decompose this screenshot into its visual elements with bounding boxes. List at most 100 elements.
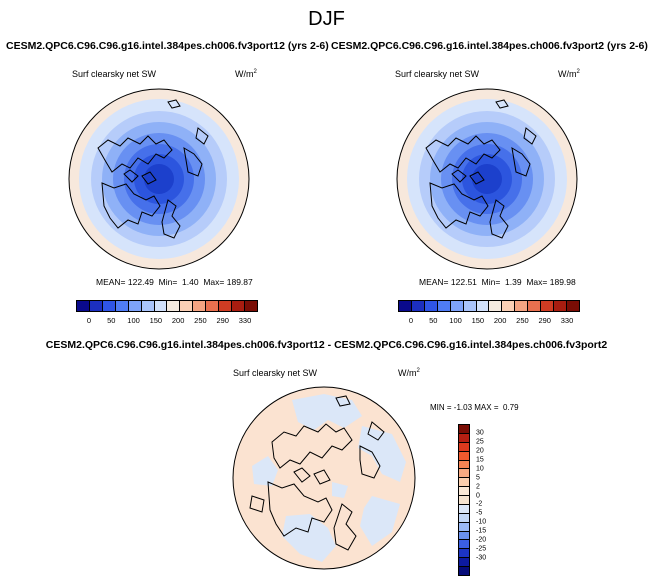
colorbar-swatch [459,558,469,567]
colorbar-tick-label: 0 [476,492,480,500]
colorbar-tick-label: -5 [476,509,483,517]
colorbar-swatch [141,301,155,311]
stats-right: MEAN= 122.51 Min= 1.39 Max= 189.98 [419,277,576,287]
colorbar-swatch [459,487,469,496]
colorbar-tick-label: 100 [127,316,140,325]
colorbar-right [398,300,580,312]
colorbar-swatch [528,301,542,311]
variable-label-right: Surf clearsky net SW [395,69,480,79]
colorbar-swatch [541,301,555,311]
units-label-left: W/m2 [235,69,257,79]
colorbar-swatch [180,301,194,311]
colorbar-swatch [459,460,469,470]
colorbar-tick-label: -30 [476,554,487,562]
colorbar-swatch [206,301,220,311]
map-left-border [68,88,250,270]
colorbar-tick-label: 30 [476,429,484,437]
colorbar-left [76,300,258,312]
panel-title-right: CESM2.QPC6.C96.C96.g16.intel.384pes.ch00… [331,40,648,52]
map-right-coastlines [425,99,537,239]
colorbar-tick-label: -15 [476,527,487,535]
colorbar-swatch [244,301,257,311]
page-title: DJF [308,8,345,30]
colorbar-tick-label: 200 [171,316,185,325]
diff-units-label: W/m2 [398,368,420,378]
panel-title-left: CESM2.QPC6.C96.C96.g16.intel.384pes.ch00… [6,40,329,52]
colorbar-swatch [102,301,116,311]
colorbar-tick-label: 5 [476,474,480,482]
colorbar-tick-label: 50 [107,316,116,325]
colorbar-left-ticks: 0 50 100 150 200 250 290 330 [76,316,258,326]
colorbar-tick-label: 290 [538,316,551,325]
colorbar-swatch [128,301,142,311]
units-label-right: W/m2 [558,69,580,79]
colorbar-swatch [459,496,469,505]
colorbar-swatch [115,301,129,311]
diff-panel-title: CESM2.QPC6.C96.C96.g16.intel.384pes.ch00… [45,339,608,351]
colorbar-swatch [459,442,469,452]
map-left [68,88,250,270]
map-diff-negative-areas [252,394,406,562]
colorbar-tick-label: 10 [476,465,484,473]
colorbar-swatch [463,301,477,311]
colorbar-tick-label: 150 [471,316,485,325]
colorbar-swatch [554,301,567,311]
colorbar-swatch [399,301,412,311]
map-diff-border [232,386,416,570]
map-left-rings [69,89,249,269]
colorbar-tick-label: -25 [476,545,487,553]
map-diff-coastlines [249,395,385,551]
colorbar-swatch [459,522,469,532]
diff-colorbar [458,424,470,576]
colorbar-tick-label: 25 [476,438,484,446]
diff-stats: MIN = -1.03 MAX = 0.79 [430,403,519,412]
colorbar-tick-label: 250 [516,316,529,325]
colorbar-swatch [232,301,245,311]
map-left-coastlines [97,99,209,239]
colorbar-swatch [219,301,233,311]
colorbar-swatch [424,301,438,311]
colorbar-tick-label: 0 [408,316,414,325]
colorbar-tick-label: 330 [560,316,574,325]
colorbar-tick-label: 50 [429,316,438,325]
colorbar-tick-label: 0 [86,316,92,325]
colorbar-tick-label: -20 [476,536,487,544]
colorbar-swatch [459,549,469,559]
colorbar-tick-label: 100 [449,316,462,325]
diff-variable-label: Surf clearsky net SW [233,368,318,378]
colorbar-tick-label: 200 [493,316,507,325]
colorbar-swatch [459,478,469,488]
colorbar-swatch [502,301,516,311]
colorbar-tick-label: 15 [476,456,484,464]
colorbar-swatch [459,567,469,575]
colorbar-swatch [193,301,207,311]
diff-colorbar-ticks: 30 25 20 15 10 5 2 0 -2 -5 -10 -15 -20 -25 -30 [476,424,506,576]
colorbar-swatch [437,301,451,311]
colorbar-tick-label: 290 [216,316,229,325]
colorbar-swatch [459,425,469,434]
variable-label-left: Surf clearsky net SW [72,69,157,79]
colorbar-swatch [450,301,464,311]
colorbar-swatch [89,301,103,311]
map-right [396,88,578,270]
colorbar-swatch [489,301,503,311]
colorbar-swatch [154,301,168,311]
stats-left: MEAN= 122.49 Min= 1.40 Max= 189.87 [96,277,253,287]
colorbar-swatch [459,469,469,479]
colorbar-tick-label: 2 [476,483,480,491]
colorbar-tick-label: 250 [194,316,207,325]
colorbar-swatch [476,301,490,311]
colorbar-swatch [459,451,469,461]
colorbar-swatch [167,301,181,311]
colorbar-swatch [515,301,529,311]
colorbar-tick-label: -2 [476,500,483,508]
colorbar-swatch [77,301,90,311]
colorbar-right-ticks: 0 50 100 150 200 250 290 330 [398,316,580,326]
colorbar-tick-label: -10 [476,518,487,526]
colorbar-tick-label: 150 [149,316,163,325]
colorbar-swatch [459,531,469,541]
map-right-rings [397,89,577,269]
colorbar-swatch [459,540,469,550]
map-right-border [396,88,578,270]
colorbar-swatch [459,504,469,514]
